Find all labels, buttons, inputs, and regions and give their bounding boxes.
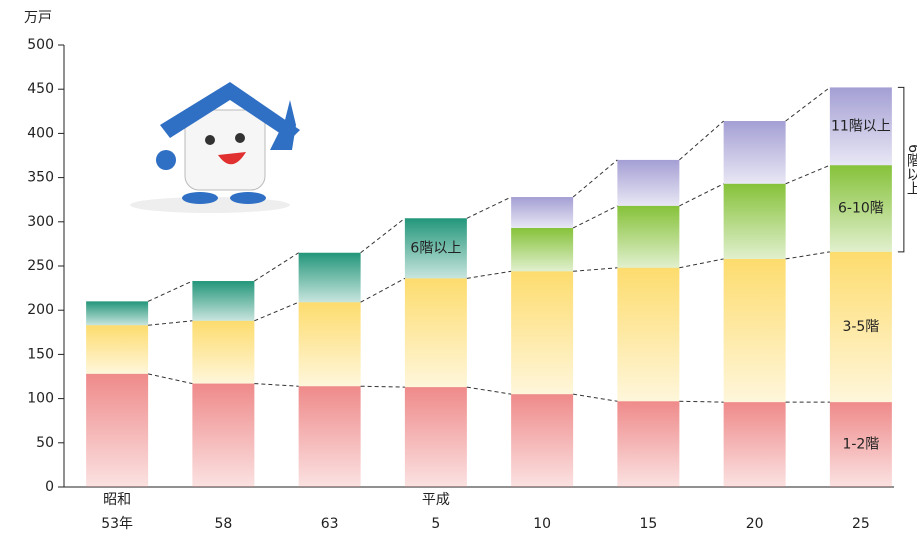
y-tick-label: 200 <box>27 302 54 318</box>
bar-segment <box>298 386 361 487</box>
bar-segment <box>192 281 255 321</box>
x-tick-label: 53年 <box>101 516 133 532</box>
y-tick-label: 400 <box>27 125 54 141</box>
bar-segment <box>298 302 361 387</box>
y-tick-label: 100 <box>27 391 54 407</box>
connector <box>573 267 618 272</box>
y-tick-label: 150 <box>27 346 54 362</box>
bar-segment <box>192 383 255 487</box>
connector <box>466 270 512 279</box>
bracket <box>897 86 905 253</box>
connector <box>254 383 299 387</box>
bar-segment <box>404 278 467 388</box>
bar-segment <box>86 301 149 326</box>
connector <box>573 393 618 402</box>
y-tick-label: 350 <box>27 170 54 186</box>
bar-segment <box>617 267 680 402</box>
x-tick-label: 58 <box>214 516 232 532</box>
connector <box>360 385 405 388</box>
bar-segment <box>829 87 892 166</box>
x-tick-label: 20 <box>746 516 764 532</box>
bar-segment <box>86 325 149 374</box>
x-tick-label: 5 <box>431 516 440 532</box>
bar-segment <box>511 394 574 487</box>
x-tick-label: 25 <box>852 516 870 532</box>
bar-segment <box>404 387 467 487</box>
connector <box>679 258 724 269</box>
y-tick-label: 300 <box>27 214 54 230</box>
mascot <box>130 82 300 213</box>
connector <box>785 87 831 122</box>
bar-segment <box>829 402 892 487</box>
segment-label: 11階以上 <box>831 118 891 134</box>
connector <box>254 252 299 282</box>
connector <box>785 164 831 185</box>
bracket-label: 6階以上 <box>905 144 917 195</box>
connector <box>147 280 193 302</box>
connector <box>785 251 830 260</box>
connector <box>148 320 193 326</box>
segment-label: 6階以上 <box>410 240 461 256</box>
connector <box>360 277 406 303</box>
x-tick-label: 63 <box>321 516 339 532</box>
connector <box>679 120 724 161</box>
bar-segment <box>511 197 574 228</box>
segment-label: 6-10階 <box>838 201 884 217</box>
connector <box>254 301 299 322</box>
connector <box>572 205 618 229</box>
bar-segment <box>829 251 892 403</box>
x-tick-label: 10 <box>533 516 551 532</box>
y-tick-label: 500 <box>27 37 54 53</box>
y-tick-label: 50 <box>36 435 54 451</box>
bar-segment <box>192 320 255 384</box>
y-axis-label: 万戸 <box>24 10 52 26</box>
y-tick-label: 0 <box>45 479 54 495</box>
bar-segment <box>404 218 467 279</box>
bar-segment <box>511 271 574 395</box>
connector <box>360 217 406 254</box>
connector <box>466 386 512 395</box>
bar-segment <box>617 159 680 206</box>
connector <box>148 373 193 385</box>
bar-segment <box>829 165 892 252</box>
connector <box>679 400 724 403</box>
y-tick-label: 450 <box>27 81 54 97</box>
era-label: 平成 <box>422 492 450 508</box>
x-tick-label: 15 <box>639 516 657 532</box>
connector <box>572 159 618 198</box>
bar-segment <box>723 402 786 487</box>
bar-segment <box>511 227 574 272</box>
bar-segment <box>723 183 786 259</box>
bar-segment <box>86 373 149 487</box>
era-label: 昭和 <box>103 492 131 508</box>
bar-segment <box>617 401 680 487</box>
connector <box>466 196 512 219</box>
y-tick-label: 250 <box>27 258 54 274</box>
bar-segment <box>617 205 680 268</box>
bar-segment <box>723 121 786 184</box>
bar-segment <box>723 258 786 403</box>
segment-label: 1-2階 <box>842 437 879 453</box>
connector <box>679 183 724 207</box>
segment-label: 3-5階 <box>842 319 879 335</box>
bar-segment <box>298 252 361 303</box>
